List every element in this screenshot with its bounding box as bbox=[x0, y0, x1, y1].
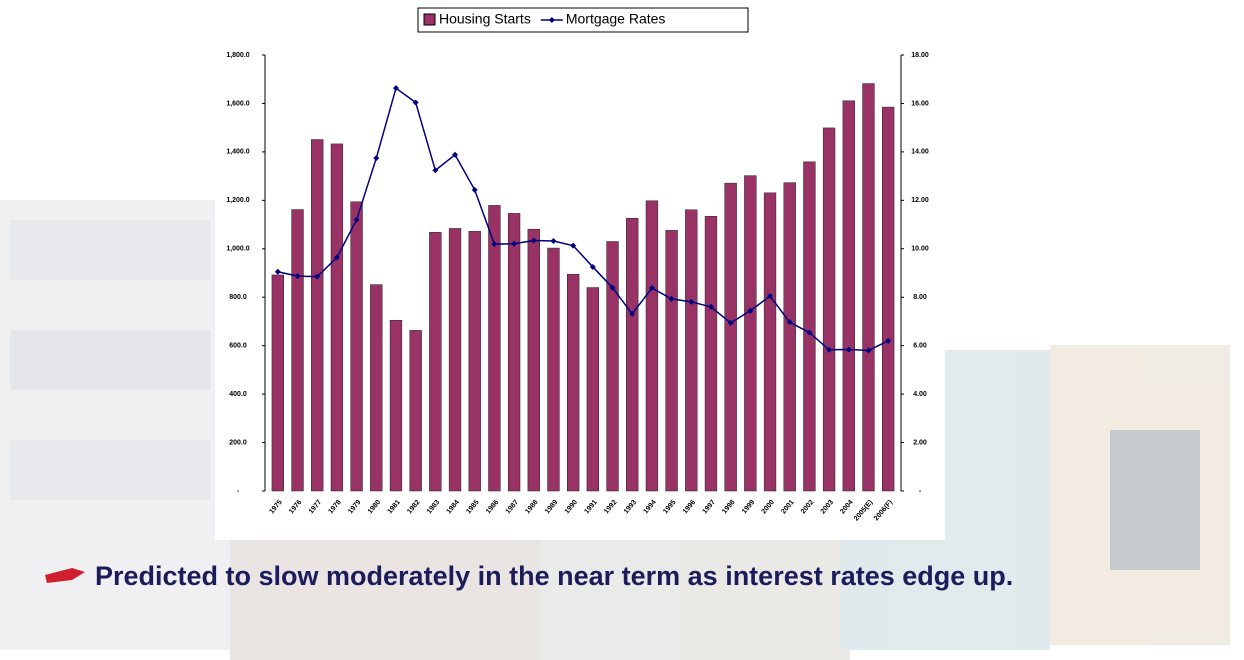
y-tick-label: 400.0 bbox=[229, 391, 247, 398]
y-tick-label: 1,200.0 bbox=[226, 197, 249, 204]
bar bbox=[390, 320, 402, 491]
y-tick-label: 1,600.0 bbox=[226, 100, 249, 107]
bar bbox=[429, 232, 441, 491]
legend-label: Mortgage Rates bbox=[566, 11, 666, 27]
y-tick-label: 1,800.0 bbox=[226, 52, 249, 59]
y2-tick-label: 14.00 bbox=[911, 149, 929, 156]
bar bbox=[508, 213, 520, 491]
bar bbox=[626, 218, 638, 491]
y-tick-label: 1,400.0 bbox=[226, 149, 249, 156]
bar bbox=[744, 176, 756, 491]
y-tick-label: 600.0 bbox=[229, 343, 247, 350]
legend-swatch bbox=[424, 14, 435, 25]
bullet-text: Predicted to slow moderately in the near… bbox=[95, 561, 1013, 591]
y2-tick-label: 16.00 bbox=[911, 100, 929, 107]
bar bbox=[410, 330, 422, 491]
y-tick-label: 200.0 bbox=[229, 439, 247, 446]
bar bbox=[292, 210, 304, 491]
bar bbox=[784, 183, 796, 491]
bar bbox=[685, 210, 697, 491]
legend-label: Housing Starts bbox=[439, 11, 531, 27]
y2-tick-label: 10.00 bbox=[911, 246, 929, 253]
bar bbox=[666, 230, 678, 491]
bar bbox=[646, 201, 658, 491]
bar bbox=[882, 107, 894, 491]
bar bbox=[843, 101, 855, 491]
bar bbox=[311, 140, 323, 491]
bar bbox=[567, 274, 579, 491]
bar bbox=[705, 216, 717, 491]
bar bbox=[351, 202, 363, 491]
bar bbox=[528, 229, 540, 491]
y2-tick-label: 12.00 bbox=[911, 197, 929, 204]
y2-tick-label: 6.00 bbox=[913, 343, 927, 350]
bar bbox=[823, 128, 835, 491]
bar bbox=[607, 242, 619, 491]
bar bbox=[804, 162, 816, 491]
drywall-board bbox=[10, 440, 210, 500]
y2-tick-label: 4.00 bbox=[913, 391, 927, 398]
bar bbox=[725, 183, 737, 491]
y-tick-label: 1,000.0 bbox=[226, 246, 249, 253]
bag-logo bbox=[1110, 430, 1200, 570]
y2-tick-label: 2.00 bbox=[913, 439, 927, 446]
bar bbox=[587, 288, 599, 491]
bar bbox=[863, 84, 875, 491]
bar bbox=[370, 285, 382, 491]
bar bbox=[764, 193, 776, 491]
bar bbox=[489, 205, 501, 491]
drywall-board bbox=[10, 330, 210, 390]
bar bbox=[469, 231, 481, 491]
y2-tick-label: 18.00 bbox=[911, 52, 929, 59]
page: {"chart_data": {"type": "bar", "categori… bbox=[0, 0, 1244, 660]
slide: -200.0400.0600.0800.01,000.01,200.01,400… bbox=[0, 0, 1244, 660]
bar bbox=[449, 228, 461, 491]
y-tick-label: 800.0 bbox=[229, 294, 247, 301]
bar bbox=[272, 275, 284, 491]
bar bbox=[548, 248, 560, 491]
drywall-board bbox=[10, 220, 210, 280]
y2-tick-label: 8.00 bbox=[913, 294, 927, 301]
chart-area bbox=[215, 36, 945, 540]
bar bbox=[331, 144, 343, 491]
